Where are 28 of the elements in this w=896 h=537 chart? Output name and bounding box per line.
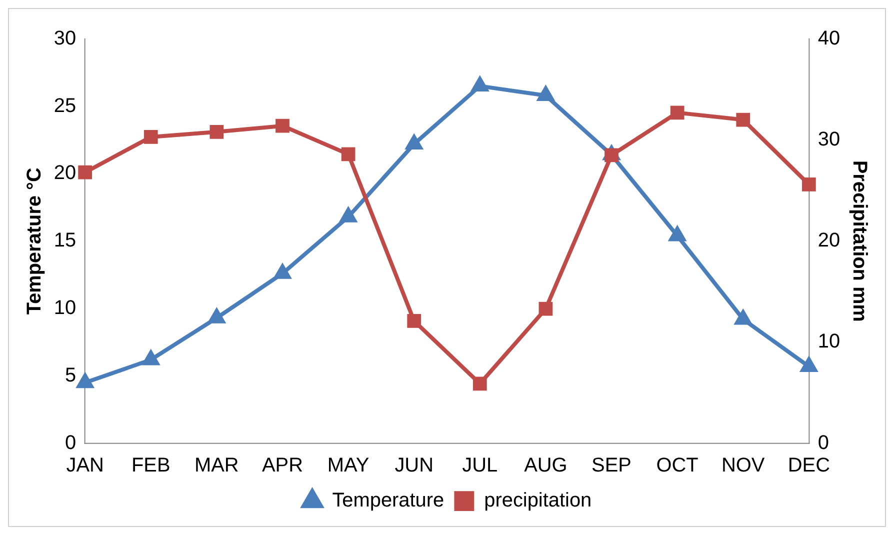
x-tick-label: MAR: [194, 454, 239, 477]
y-axis-title: Temperature °C: [23, 168, 46, 315]
y-tick-label: 0: [64, 432, 76, 454]
y2-tick-label: 20: [818, 230, 840, 252]
y2-tick-label: 40: [818, 27, 840, 50]
y2-tick-label: 30: [818, 128, 840, 150]
x-tick-label: OCT: [656, 454, 698, 477]
y-tick-label: 20: [54, 162, 76, 184]
x-tick-label: JUN: [394, 454, 434, 477]
x-tick-label: SEP: [592, 454, 632, 477]
x-tick-label: DEC: [788, 454, 830, 477]
y2-tick-label: 10: [818, 330, 840, 353]
y2-tick-label: 0: [818, 432, 830, 454]
x-tick-label: AUG: [524, 454, 568, 477]
y-tick-label: 10: [54, 297, 76, 319]
y2-axis-title: Precipitation mm: [848, 160, 871, 322]
y-tick-label: 15: [54, 230, 76, 252]
x-tick-label: NOV: [722, 454, 766, 477]
x-tick-label: APR: [262, 454, 303, 477]
y-tick-label: 25: [54, 94, 76, 117]
x-tick-label: FEB: [131, 454, 170, 477]
y-tick-label: 5: [64, 364, 76, 386]
y-tick-label: 30: [54, 27, 76, 50]
legend-label: Temperature: [332, 490, 444, 512]
x-tick-label: JAN: [66, 454, 104, 477]
x-tick-label: MAY: [327, 454, 370, 477]
x-tick-label: JUL: [462, 454, 498, 477]
legend-label: precipitation: [484, 490, 592, 512]
